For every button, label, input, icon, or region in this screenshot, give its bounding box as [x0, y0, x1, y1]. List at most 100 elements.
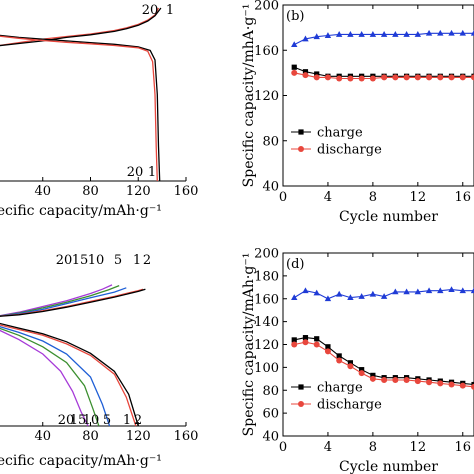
data-point-b: [471, 74, 474, 81]
data-point-d: [347, 363, 354, 370]
data-point-b: [470, 29, 474, 36]
data-point-d: [392, 288, 399, 295]
y-tick-label-d: 80: [262, 384, 279, 399]
panel-d: 0 4 8 12 16 40 60 80 100 120 140 160 180 200 (d) Cycle …: [241, 247, 474, 474]
data-point-d: [471, 383, 474, 390]
series-line-c: [0, 322, 139, 427]
legend-marker-d: [298, 401, 304, 407]
x-tick-label-c: 120: [126, 429, 151, 444]
curve-label-a: 1: [148, 165, 156, 180]
data-point-b: [369, 31, 377, 37]
curve-label-top-c: 20: [56, 253, 73, 268]
x-tick-label-a: 40: [34, 184, 51, 199]
curve-label-bottom-c: 10: [83, 413, 100, 428]
panel-label-b: (b): [286, 9, 304, 24]
series-line-c: [0, 284, 113, 317]
curve-label-a: 20: [127, 165, 144, 180]
y-tick-label-d: 200: [254, 247, 279, 262]
curve-label-a: 1: [166, 3, 174, 18]
data-point-d: [324, 348, 331, 355]
data-point-d: [414, 378, 421, 385]
x-tick-label-c: 160: [174, 429, 199, 444]
data-point-b: [425, 29, 433, 36]
series-line-a: [0, 7, 162, 47]
y-tick-label-d: 60: [262, 407, 279, 422]
curve-label-bottom-c: 2: [134, 413, 142, 428]
data-point-d: [302, 335, 309, 341]
y-tick-label-d: 40: [262, 430, 279, 445]
data-point-d: [392, 376, 399, 383]
curve-label-bottom-c: 5: [103, 413, 111, 428]
data-point-b: [291, 41, 298, 47]
data-point-b: [302, 35, 309, 42]
x-tick-label-d: 12: [410, 440, 427, 455]
series-line-c: [0, 287, 127, 317]
curve-label-bottom-c: 15: [70, 413, 87, 428]
data-point-d: [291, 337, 297, 343]
data-point-b: [313, 74, 320, 81]
y-tick-label-b: 200: [254, 0, 279, 14]
data-point-d: [358, 293, 365, 299]
curve-label-top-c: 10: [88, 253, 105, 268]
data-point-b: [291, 69, 298, 76]
data-point-b: [459, 29, 466, 36]
legend-marker-d: [298, 384, 304, 390]
data-point-b: [426, 74, 433, 81]
panel-b: 0 4 8 12 16 40 80 120 160 200 (b) Cycle number Speci…: [241, 0, 474, 225]
data-point-d: [313, 289, 320, 296]
data-point-b: [414, 31, 422, 37]
series-line-c: [0, 284, 120, 317]
series-line-a: [0, 34, 161, 182]
data-point-d: [437, 287, 444, 294]
y-tick-label-d: 140: [254, 315, 279, 330]
curve-label-top-c: 5: [114, 253, 122, 268]
data-point-b: [392, 31, 399, 37]
data-point-d: [380, 293, 388, 299]
data-point-b: [448, 74, 455, 81]
x-tick-label-a: 120: [126, 184, 151, 199]
data-point-d: [347, 294, 354, 301]
data-point-d: [302, 287, 309, 294]
x-tick-label-d: 4: [324, 440, 332, 455]
x-axis-title-c: Specific capacity/mAh·g⁻¹: [0, 453, 162, 469]
x-tick-label-a: 80: [82, 184, 99, 199]
y-tick-label-d: 180: [254, 269, 279, 284]
x-tick-label-c: 40: [34, 429, 51, 444]
x-axis-title-b: Cycle number: [339, 209, 438, 225]
y-tick-label-b: 120: [254, 89, 279, 104]
y-tick-label-d: 160: [254, 292, 279, 307]
data-point-d: [414, 288, 422, 295]
data-point-b: [392, 74, 399, 81]
x-axis-title-d: Cycle number: [339, 459, 438, 474]
data-point-d: [459, 287, 466, 294]
data-point-b: [347, 31, 354, 37]
data-point-b: [302, 72, 309, 79]
data-point-d: [313, 341, 320, 348]
legend-marker-b: [298, 129, 304, 135]
data-point-b: [302, 69, 309, 75]
data-point-b: [403, 74, 410, 81]
x-tick-label-b: 16: [454, 190, 471, 205]
data-point-d: [425, 287, 433, 294]
data-point-b: [335, 31, 343, 37]
data-point-b: [414, 74, 421, 81]
y-tick-label-b: 160: [254, 44, 279, 59]
curve-label-top-c: 1: [133, 253, 141, 268]
y-tick-label-d: 120: [254, 338, 279, 353]
y-tick-label-b: 40: [262, 180, 279, 195]
series-line-a: [0, 35, 158, 182]
data-point-b: [291, 64, 297, 70]
data-point-b: [313, 33, 320, 40]
x-tick-label-b: 8: [369, 190, 377, 205]
curve-label-a: 20: [142, 3, 159, 18]
data-point-d: [335, 290, 343, 297]
series-line-c: [0, 326, 111, 427]
data-point-d: [370, 372, 376, 378]
data-point-d: [291, 341, 298, 348]
data-point-b: [369, 75, 376, 82]
data-point-b: [358, 75, 365, 82]
x-tick-label-a: 160: [174, 184, 199, 199]
data-point-d: [381, 376, 388, 383]
x-tick-label-d: 8: [369, 440, 377, 455]
